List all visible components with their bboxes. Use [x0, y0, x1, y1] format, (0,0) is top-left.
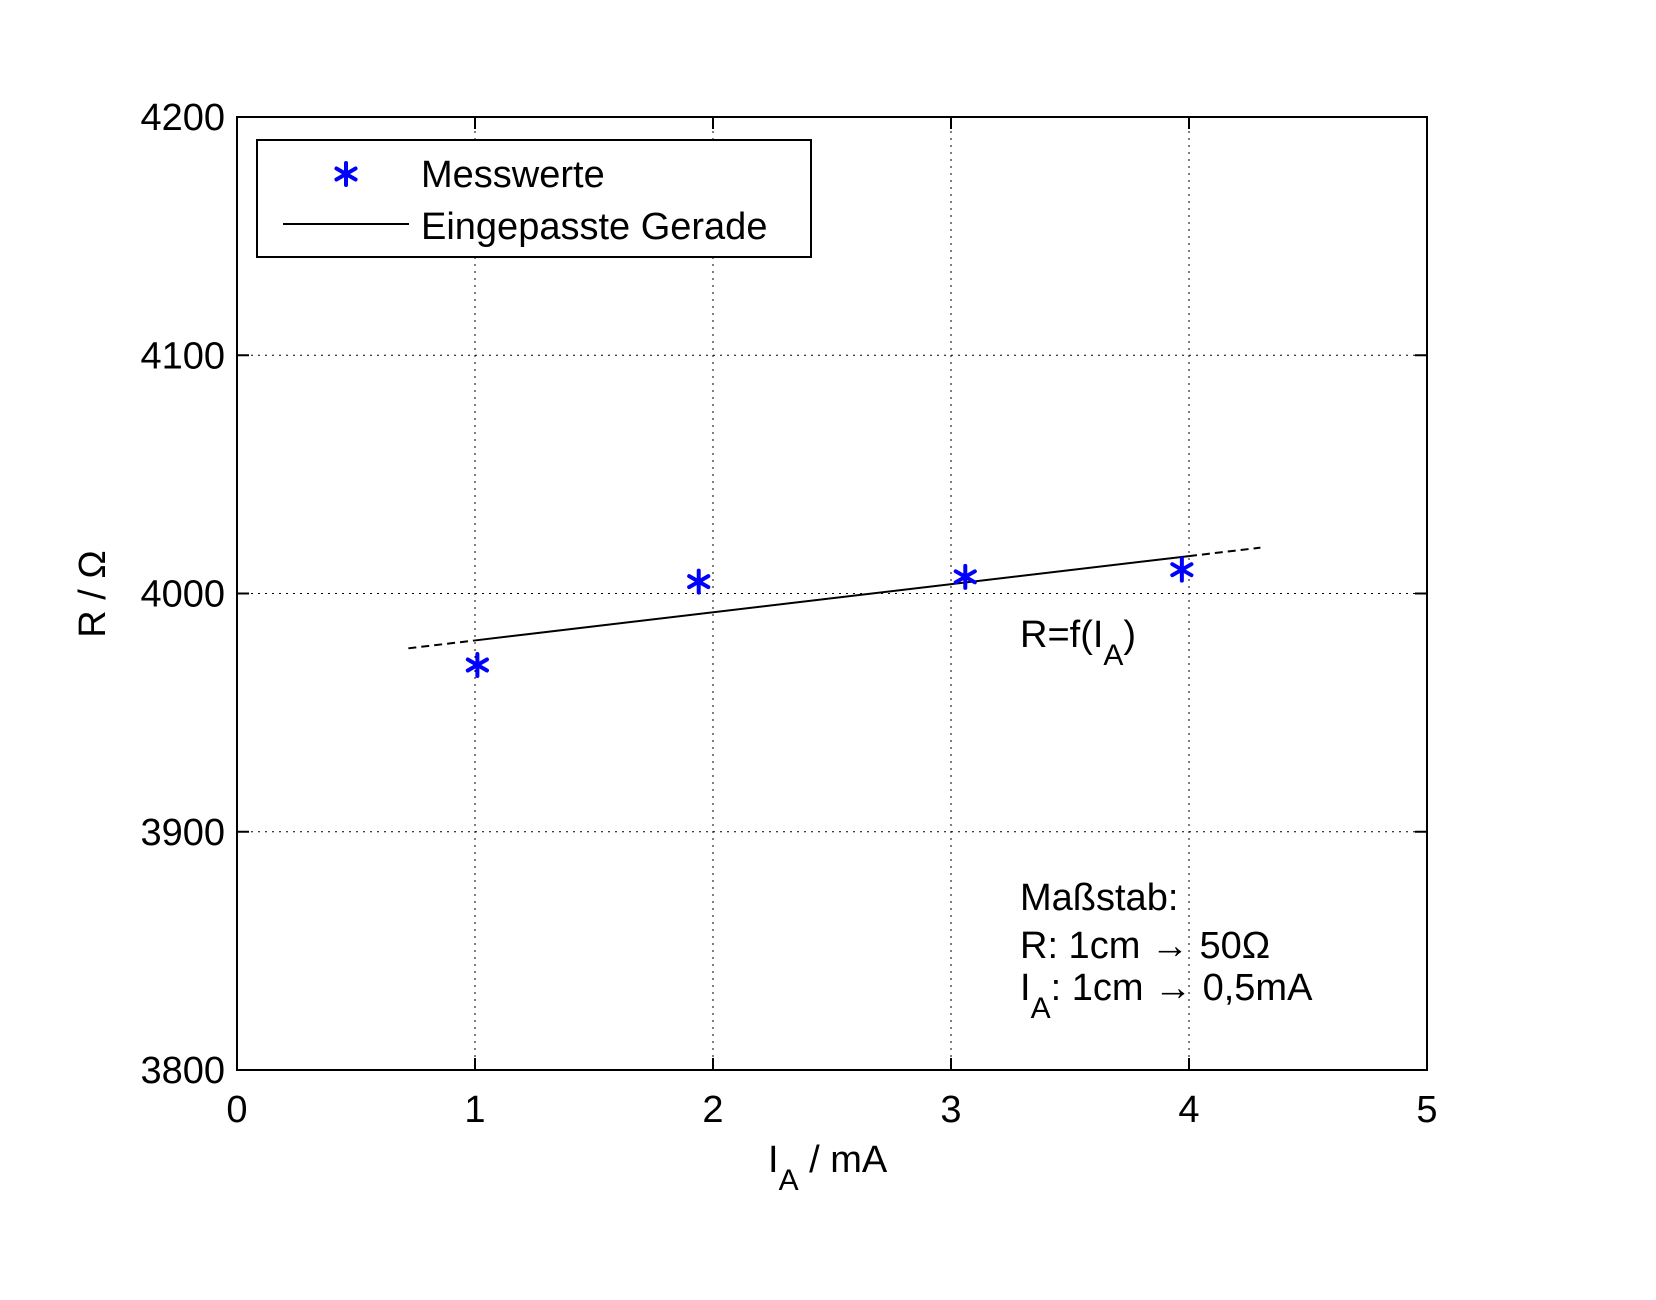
legend: Messwerte Eingepasste Gerade	[256, 139, 812, 258]
legend-label-messwerte: Messwerte	[421, 154, 605, 196]
scale-i: IA: 1cm → 0,5mA	[1020, 967, 1313, 1025]
fit-line-extension-left	[408, 639, 476, 650]
y-axis-label: R / Ω	[72, 550, 114, 638]
y-tick-label: 4200	[140, 97, 225, 139]
asterisk-stroke	[1170, 562, 1194, 578]
fit-line-extension-right	[1188, 546, 1261, 558]
y-tick-label: 3800	[140, 1050, 225, 1092]
x-tick-label: 4	[1178, 1089, 1199, 1131]
x-tick-label: 2	[702, 1089, 723, 1131]
data-point	[465, 651, 489, 678]
data-point	[953, 563, 977, 590]
scale-i-sub: A	[1031, 992, 1051, 1025]
scale-r: R: 1cm → 50Ω	[1020, 925, 1270, 967]
function-annotation-sub: A	[1103, 639, 1123, 672]
grid-lines	[237, 117, 1427, 1070]
legend-marker-messwerte	[334, 161, 358, 187]
legend-marker-asterisk	[334, 161, 358, 187]
data-point	[687, 568, 711, 595]
function-annotation-end: )	[1123, 614, 1136, 656]
asterisk-stroke	[465, 657, 489, 673]
fit-line-solid	[474, 555, 1190, 642]
x-tick-label: 1	[464, 1089, 485, 1131]
fit-line-group	[408, 546, 1261, 650]
function-annotation: R=f(IA)	[1020, 614, 1136, 672]
scale-i-rest: : 1cm → 0,5mA	[1051, 967, 1313, 1009]
x-axis-label: IA / mA	[768, 1139, 888, 1197]
x-tick-label: 5	[1416, 1089, 1437, 1131]
legend-label-gerade: Eingepasste Gerade	[421, 206, 767, 248]
x-tick-label: 0	[226, 1089, 247, 1131]
data-point	[1170, 556, 1194, 583]
data-points	[465, 556, 1194, 678]
scale-title: Maßstab:	[1020, 877, 1178, 919]
plot-frame	[236, 116, 1428, 1071]
x-axis-label-main: I	[768, 1139, 779, 1181]
y-tick-label: 3900	[140, 812, 225, 854]
y-tick-label: 4000	[140, 574, 225, 616]
function-annotation-main: R=f(I	[1020, 614, 1103, 656]
x-axis-label-rest: / mA	[799, 1139, 888, 1181]
legend-box	[256, 139, 812, 258]
asterisk-stroke	[334, 166, 358, 182]
y-tick-label: 4100	[140, 335, 225, 377]
x-tick-label: 3	[940, 1089, 961, 1131]
asterisk-stroke	[687, 574, 711, 590]
x-axis-label-sub: A	[779, 1164, 799, 1197]
tick-labels: 0 1 2 3 4 5 3800 3900 4000 4100 4200	[140, 97, 1437, 1131]
asterisk-stroke	[953, 569, 977, 585]
scale-annotation: Maßstab: R: 1cm → 50Ω IA: 1cm → 0,5mA	[1020, 877, 1313, 1025]
scale-i-main: I	[1020, 967, 1031, 1009]
